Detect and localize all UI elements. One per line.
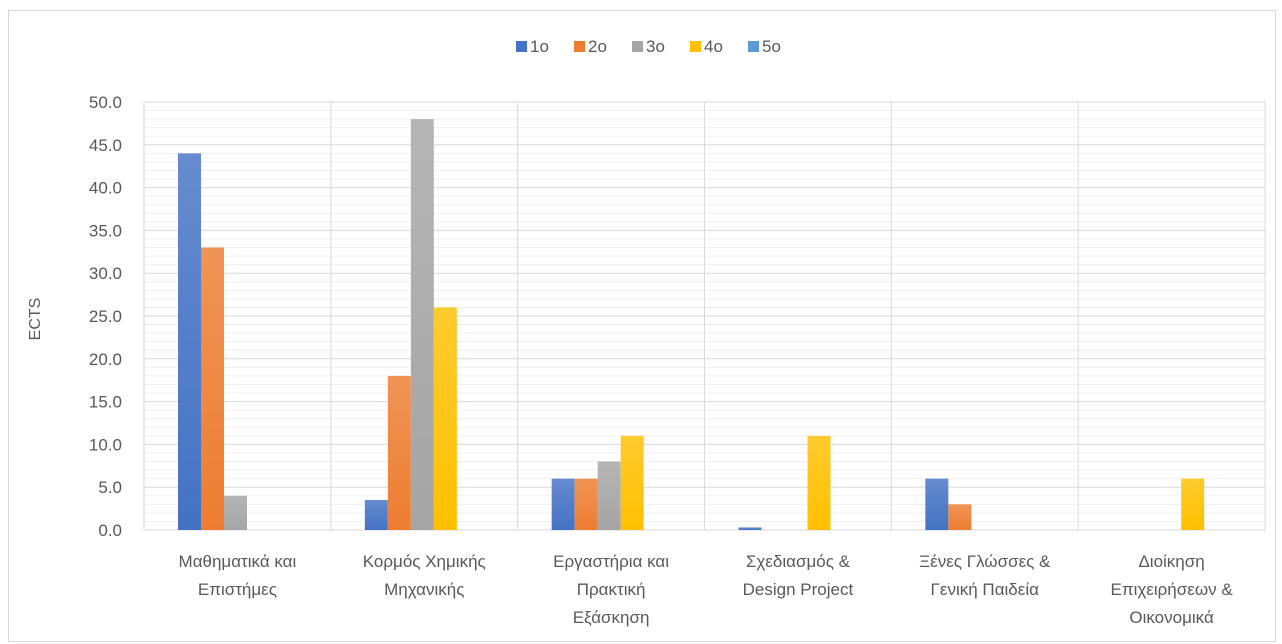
y-tick-label: 15.0 <box>89 393 122 412</box>
y-tick-label: 50.0 <box>89 93 122 112</box>
legend-label: 2ο <box>588 37 607 56</box>
y-tick-label: 0.0 <box>98 521 122 540</box>
y-tick-label: 45.0 <box>89 136 122 155</box>
legend-label: 3ο <box>646 37 665 56</box>
bar-1ο-1 <box>364 500 388 530</box>
x-category-label: Ξένες Γλώσσες & Γενική Παιδεία <box>919 552 1051 599</box>
x-category-label: Σχεδιασμός & Design Project <box>743 552 854 599</box>
y-tick-label: 30.0 <box>89 264 122 283</box>
bar-4ο-2 <box>620 435 644 530</box>
legend-swatch-1ο <box>516 41 527 52</box>
bar-2ο-1 <box>387 375 411 530</box>
legend-swatch-2ο <box>574 41 585 52</box>
y-tick-label: 5.0 <box>98 478 122 497</box>
bar-1ο-3 <box>738 527 762 530</box>
bar-1ο-4 <box>925 478 949 530</box>
bar-3ο-1 <box>410 119 434 531</box>
bar-4ο-3 <box>807 435 831 530</box>
bar-1ο-0 <box>178 153 201 531</box>
legend-label: 4ο <box>704 37 723 56</box>
legend: 1ο 2ο 3ο 4ο 5ο <box>516 37 781 56</box>
legend-swatch-3ο <box>632 41 643 52</box>
bars <box>178 119 1205 531</box>
y-tick-label: 20.0 <box>89 350 122 369</box>
bar-2ο-4 <box>948 504 972 530</box>
bar-2ο-0 <box>201 247 224 530</box>
bar-2ο-2 <box>574 478 598 530</box>
bar-4ο-5 <box>1181 478 1205 530</box>
legend-swatch-4ο <box>690 41 701 52</box>
legend-label: 5ο <box>762 37 781 56</box>
y-tick-label: 25.0 <box>89 307 122 326</box>
x-category-label: Διοίκηση Επιχειρήσεων & Οικονομικά <box>1111 552 1234 627</box>
y-tick-label: 10.0 <box>89 435 122 454</box>
bar-4ο-1 <box>433 307 457 530</box>
y-axis-ticks: 0.0 5.0 10.0 15.0 20.0 25.0 30.0 35.0 40.0 45.0 50… <box>89 93 122 540</box>
bar-3ο-2 <box>597 461 621 530</box>
legend-label: 1ο <box>530 37 549 56</box>
x-category-label: Κορμός Χημικής Μηχανικής <box>363 552 486 599</box>
x-axis-labels: Μαθηματικά και Επιστήμες Κορμός Χημικής Μηχ… <box>179 552 1234 627</box>
bar-3ο-0 <box>224 495 247 530</box>
y-tick-label: 40.0 <box>89 179 122 198</box>
legend-swatch-5ο <box>748 41 759 52</box>
y-tick-label: 35.0 <box>89 221 122 240</box>
category-dividers <box>143 102 1266 530</box>
x-category-label: Εργαστήρια και Πρακτική Εξάσκηση <box>553 552 669 627</box>
x-category-label: Μαθηματικά και Επιστήμες <box>179 552 297 599</box>
bar-1ο-2 <box>551 478 575 530</box>
y-axis-title: ECTS <box>27 298 44 341</box>
